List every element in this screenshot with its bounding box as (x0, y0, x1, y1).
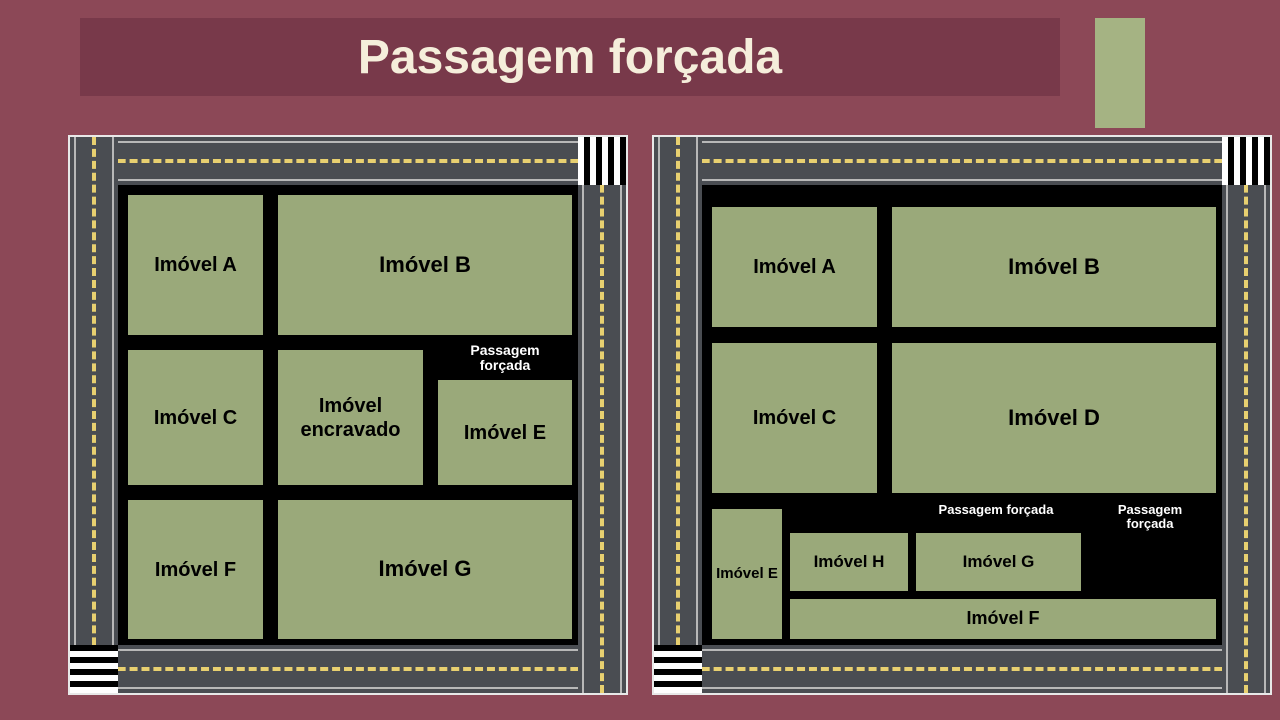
parcel-a: Imóvel A (712, 207, 877, 327)
road-right (1222, 137, 1270, 693)
road-left (654, 137, 702, 693)
parcel-g: Imóvel G (278, 500, 572, 639)
parcel-encravado: Imóvel encravado (278, 350, 423, 485)
crosswalk-icon (578, 137, 626, 185)
crosswalk-icon (654, 645, 702, 693)
parcel-d: Imóvel D (892, 343, 1216, 493)
road-right (578, 137, 626, 693)
parcel-c: Imóvel C (128, 350, 263, 485)
passage-label: Passagem forçada (1090, 503, 1210, 532)
parcel-a: Imóvel A (128, 195, 263, 335)
page-title: Passagem forçada (358, 30, 782, 85)
crosswalk-icon (1222, 137, 1270, 185)
title-bar: Passagem forçada (80, 18, 1060, 96)
parcel-f: Imóvel F (790, 599, 1216, 639)
road-top (654, 137, 1270, 185)
parcel-e: Imóvel E (712, 509, 782, 639)
block-interior: Imóvel A Imóvel B Imóvel C Imóvel D Imóv… (702, 185, 1222, 645)
passage-label: Passagem forçada (916, 503, 1076, 517)
parcel-e: Imóvel E (438, 380, 572, 485)
parcel-g: Imóvel G (916, 533, 1081, 591)
parcel-b: Imóvel B (278, 195, 572, 335)
passage-label: Passagem forçada (438, 343, 572, 374)
parcel-c: Imóvel C (712, 343, 877, 493)
block-interior: Imóvel A Imóvel B Imóvel C Imóvel encrav… (118, 185, 578, 645)
road-bottom (654, 645, 1270, 693)
parcel-h: Imóvel H (790, 533, 908, 591)
diagram-right: Imóvel A Imóvel B Imóvel C Imóvel D Imóv… (652, 135, 1272, 695)
accent-tab (1095, 18, 1145, 128)
parcel-b: Imóvel B (892, 207, 1216, 327)
diagram-left: Imóvel A Imóvel B Imóvel C Imóvel encrav… (68, 135, 628, 695)
parcel-f: Imóvel F (128, 500, 263, 639)
road-top (70, 137, 626, 185)
road-left (70, 137, 118, 693)
crosswalk-icon (70, 645, 118, 693)
road-bottom (70, 645, 626, 693)
